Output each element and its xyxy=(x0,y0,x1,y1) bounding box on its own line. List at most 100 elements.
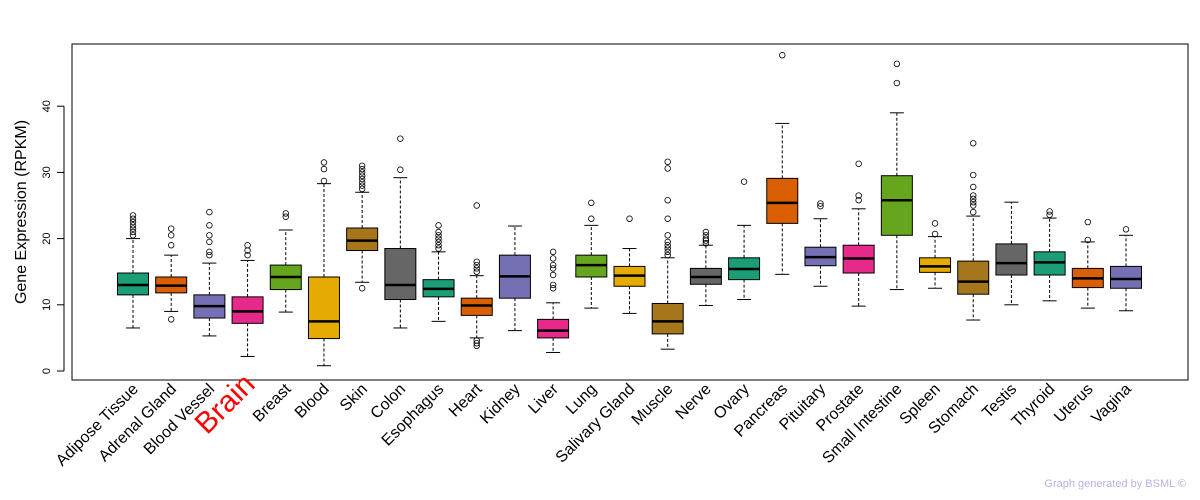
box-spleen xyxy=(919,220,952,289)
x-tick-label: Skin xyxy=(337,381,371,415)
outlier-point xyxy=(664,238,671,246)
outlier-point xyxy=(664,242,671,249)
outlier-point xyxy=(549,265,557,272)
outlier-point xyxy=(549,248,557,256)
box-adipose-tissue xyxy=(117,212,149,329)
iqr-box xyxy=(957,260,990,295)
outlier-point xyxy=(473,202,480,209)
outlier-point xyxy=(129,212,137,219)
outlier-point xyxy=(473,337,480,344)
outlier-point xyxy=(435,232,442,239)
iqr-box xyxy=(995,243,1028,276)
outlier-point xyxy=(664,245,671,252)
outlier-point xyxy=(817,200,824,207)
outlier-point xyxy=(473,268,480,275)
x-tick-label: Liver xyxy=(525,380,562,417)
outlier-point xyxy=(702,240,710,247)
outlier-point xyxy=(397,135,404,142)
outlier-point xyxy=(358,182,366,189)
y-tick-label: 10 xyxy=(41,299,53,311)
outlier-point xyxy=(167,316,175,323)
box-muscle xyxy=(651,158,684,350)
outlier-point xyxy=(970,192,977,199)
box-blood xyxy=(307,159,340,367)
outlier-point xyxy=(931,230,939,238)
outlier-point xyxy=(855,192,862,199)
outlier-point xyxy=(549,281,557,289)
outlier-point xyxy=(549,255,557,262)
outlier-point xyxy=(206,251,213,259)
outlier-point xyxy=(1046,211,1053,218)
outlier-point xyxy=(129,225,137,232)
outlier-point xyxy=(549,285,557,292)
outlier-point xyxy=(1046,208,1053,215)
iqr-box xyxy=(651,302,684,335)
boxes-layer xyxy=(117,52,1142,367)
outlier-point xyxy=(320,177,328,185)
outlier-point xyxy=(970,195,977,203)
iqr-box xyxy=(231,296,264,324)
outlier-point xyxy=(435,222,442,229)
outlier-point xyxy=(167,232,175,239)
outlier-point xyxy=(473,261,480,269)
box-esophagus xyxy=(422,222,455,322)
box-heart xyxy=(460,202,493,350)
y-tick-label: 20 xyxy=(41,232,53,244)
x-tick-label: Uterus xyxy=(1051,381,1096,426)
outlier-point xyxy=(817,202,824,210)
box-blood-vessel xyxy=(193,208,226,337)
outlier-point xyxy=(626,215,633,222)
outlier-point xyxy=(893,79,901,87)
outlier-point xyxy=(664,251,671,259)
iqr-box xyxy=(537,318,570,339)
y-axis-label: Gene Expression (RPKM) xyxy=(13,120,30,304)
outlier-point xyxy=(779,52,786,59)
outlier-point xyxy=(358,172,366,179)
y-tick-label: 0 xyxy=(41,368,53,374)
outlier-point xyxy=(664,197,671,204)
iqr-box xyxy=(880,175,913,236)
outlier-point xyxy=(855,197,862,204)
iqr-box xyxy=(460,297,493,316)
outlier-point xyxy=(435,238,442,246)
outlier-point xyxy=(702,228,710,236)
x-tick-label: Muscle xyxy=(629,381,677,429)
x-tick-label: Vagina xyxy=(1088,381,1134,427)
outlier-point xyxy=(664,232,671,239)
outlier-point xyxy=(1122,226,1130,233)
y-tick-label: 30 xyxy=(41,166,53,178)
outlier-point xyxy=(282,210,289,217)
y-tick-label: 40 xyxy=(41,100,53,112)
outlier-point xyxy=(244,242,251,249)
outlier-point xyxy=(855,160,862,167)
box-adrenal-gland xyxy=(155,225,188,323)
box-brain xyxy=(231,242,264,357)
outlier-point xyxy=(435,228,442,236)
box-breast xyxy=(269,210,302,313)
box-vagina xyxy=(1110,226,1142,312)
outlier-point xyxy=(167,225,175,232)
footer-credit: Graph generated by BSML © xyxy=(1044,478,1186,490)
outlier-point xyxy=(970,202,977,209)
outlier-point xyxy=(358,165,366,173)
box-small-intestine xyxy=(880,60,913,291)
x-tick-label: Nerve xyxy=(673,381,715,423)
box-pancreas xyxy=(766,52,799,275)
outlier-point xyxy=(1084,236,1092,244)
outlier-point xyxy=(664,165,671,172)
iqr-box xyxy=(766,177,799,224)
outlier-point xyxy=(893,60,901,68)
box-pituitary xyxy=(804,200,837,287)
outlier-point xyxy=(320,165,328,173)
outlier-point xyxy=(358,162,366,169)
box-kidney xyxy=(498,225,531,332)
outlier-point xyxy=(1084,218,1092,226)
outlier-point xyxy=(970,183,977,191)
outlier-point xyxy=(664,158,671,166)
box-thyroid xyxy=(1033,208,1066,302)
outlier-point xyxy=(129,232,137,239)
outlier-point xyxy=(549,271,557,279)
box-stomach xyxy=(957,140,990,321)
